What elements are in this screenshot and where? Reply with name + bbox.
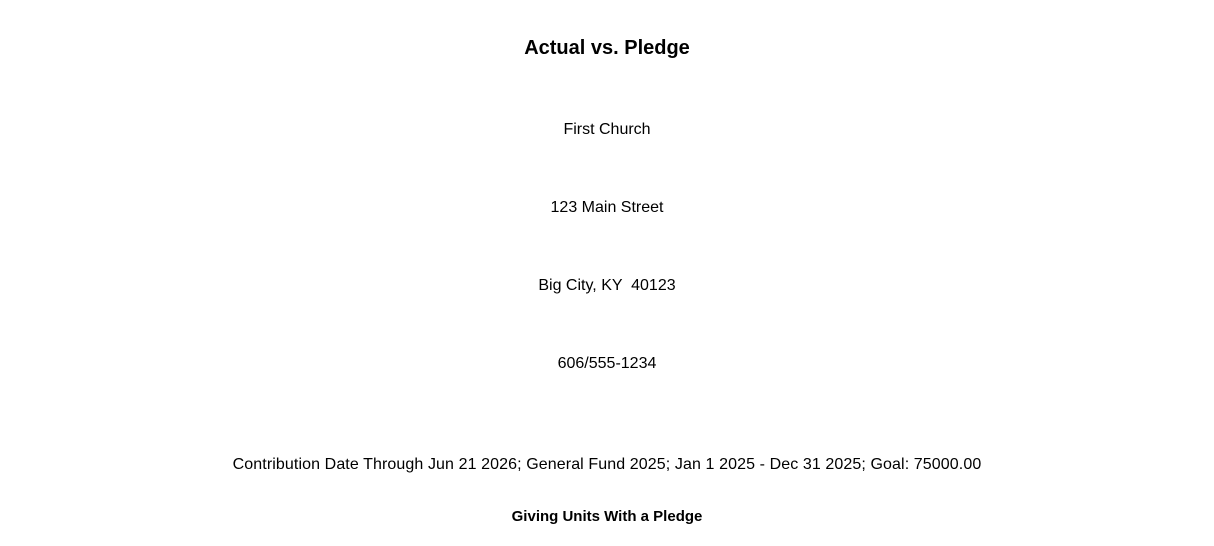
organization-city: Big City, KY 40123 xyxy=(538,277,676,294)
report-title: Actual vs. Pledge xyxy=(524,37,690,59)
report-criteria: Contribution Date Through Jun 21 2026; G… xyxy=(232,456,982,473)
report-header: Actual vs. Pledge First Church 123 Main … xyxy=(0,37,1214,429)
organization-block: First Church 123 Main Street Big City, K… xyxy=(0,65,1214,429)
organization-name: First Church xyxy=(563,121,651,138)
organization-phone: 606/555-1234 xyxy=(557,355,657,372)
section-title: Giving Units With a Pledge xyxy=(511,508,703,525)
organization-street: 123 Main Street xyxy=(550,199,664,216)
